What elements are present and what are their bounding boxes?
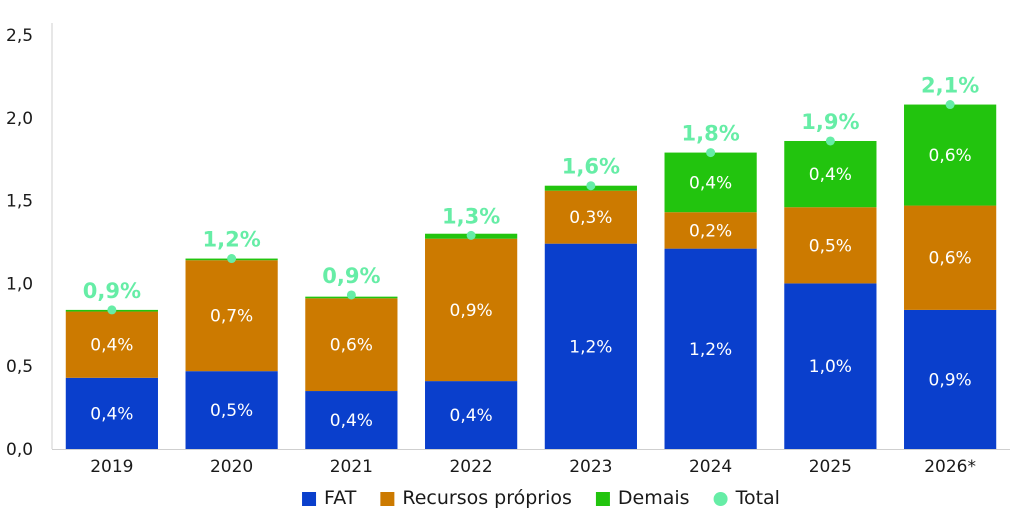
x-tick-label: 2026* — [924, 457, 976, 477]
bar-segment — [425, 238, 518, 382]
bar-data-label: 0,2% — [689, 221, 732, 241]
total-point — [706, 148, 716, 158]
total-point — [945, 100, 955, 110]
bar-data-label: 0,4% — [689, 173, 732, 193]
total-data-label: 1,8% — [682, 122, 740, 146]
legend-label: Recursos próprios — [402, 487, 572, 509]
y-axis: 0,0 0,5 1,0 1,5 2,0 2,5 — [6, 23, 53, 460]
total-point — [107, 305, 117, 315]
total-data-label: 1,3% — [442, 204, 500, 228]
total-data-label: 0,9% — [322, 264, 380, 288]
legend-label: FAT — [324, 487, 357, 509]
y-tick-label: 1,0 — [6, 274, 33, 294]
bar-segment — [305, 391, 398, 449]
y-tick-label: 0,5 — [6, 357, 33, 377]
total-data-label: 0,9% — [83, 279, 141, 303]
bar-data-label: 0,4% — [90, 404, 133, 424]
x-tick-label: 2025 — [809, 457, 852, 477]
total-data-label: 1,9% — [801, 110, 859, 134]
bar-data-label: 1,2% — [689, 340, 732, 360]
bar-data-label: 1,0% — [809, 357, 852, 377]
bar-data-label: 0,4% — [450, 406, 493, 426]
legend-swatch — [302, 492, 317, 506]
bar-segment — [904, 205, 997, 310]
y-tick-label: 0,0 — [6, 440, 33, 460]
x-tick-label: 2023 — [569, 457, 612, 477]
bar-data-label: 0,9% — [450, 301, 493, 321]
legend-swatch — [380, 492, 395, 506]
x-tick-label: 2022 — [449, 457, 492, 477]
bar-data-label: 0,5% — [210, 401, 253, 421]
bar-segment — [784, 140, 877, 208]
total-data-label: 2,1% — [921, 74, 979, 98]
legend: FAT Recursos próprios Demais Total — [302, 487, 780, 509]
x-axis: 2019 2020 2021 2022 2023 2024 2025 2026* — [52, 449, 1010, 477]
x-tick-label: 2021 — [330, 457, 373, 477]
legend-swatch — [595, 492, 610, 506]
total-data-label: 1,2% — [203, 228, 261, 252]
x-tick-label: 2024 — [689, 457, 732, 477]
bar-data-label: 0,9% — [929, 370, 972, 390]
bar-data-label: 0,6% — [929, 146, 972, 166]
y-tick-label: 2,5 — [6, 26, 33, 46]
bar-segment — [425, 381, 518, 449]
y-tick-label: 1,5 — [6, 192, 33, 212]
bar-segment — [784, 283, 877, 449]
total-point — [466, 230, 476, 240]
bar-segment — [904, 104, 997, 206]
bar-data-label: 1,2% — [569, 337, 612, 357]
bar-data-label: 0,6% — [330, 336, 373, 356]
bar-segment — [305, 298, 398, 392]
bar-data-label: 0,4% — [330, 411, 373, 431]
bar-data-label: 0,4% — [809, 165, 852, 185]
bar-data-label: 0,6% — [929, 249, 972, 269]
legend-label: Demais — [618, 487, 690, 509]
bars: 0,4% 0,4% 0,5% 0,7% 0,4% 0,6% 0,4% 0,9% 1,2% 0,3%… — [65, 104, 997, 449]
bar-segment — [664, 152, 757, 213]
bar-segment — [664, 212, 757, 249]
legend-label: Total — [735, 487, 780, 509]
bar-segment — [544, 243, 637, 449]
legend-item: FAT — [302, 487, 357, 509]
bar-data-label: 0,7% — [210, 307, 253, 327]
total-point — [227, 254, 237, 264]
total-data-label: 1,6% — [562, 155, 620, 179]
bar-data-label: 0,5% — [809, 236, 852, 256]
bar-data-label: 0,3% — [569, 208, 612, 228]
bar-segment — [904, 309, 997, 449]
total-point — [825, 136, 835, 146]
bar-segment — [185, 260, 278, 372]
totals: 0,9% 1,2% 0,9% 1,3% 1,6% 1,8% 1,9% 2,1% — [83, 74, 979, 315]
y-tick-label: 2,0 — [6, 109, 33, 129]
bar-segment — [65, 377, 158, 449]
bar-segment — [664, 248, 757, 449]
bar-segment — [544, 190, 637, 244]
bar-segment — [784, 207, 877, 284]
total-point — [586, 181, 596, 191]
bar-data-label: 0,4% — [90, 336, 133, 356]
legend-swatch — [713, 492, 728, 506]
x-tick-label: 2019 — [90, 457, 133, 477]
bar-segment — [65, 311, 158, 378]
legend-item: Total — [713, 487, 780, 509]
legend-item: Recursos próprios — [380, 487, 572, 509]
total-point — [346, 290, 356, 300]
x-tick-label: 2020 — [210, 457, 253, 477]
legend-item: Demais — [595, 487, 690, 509]
bar-segment — [185, 371, 278, 449]
